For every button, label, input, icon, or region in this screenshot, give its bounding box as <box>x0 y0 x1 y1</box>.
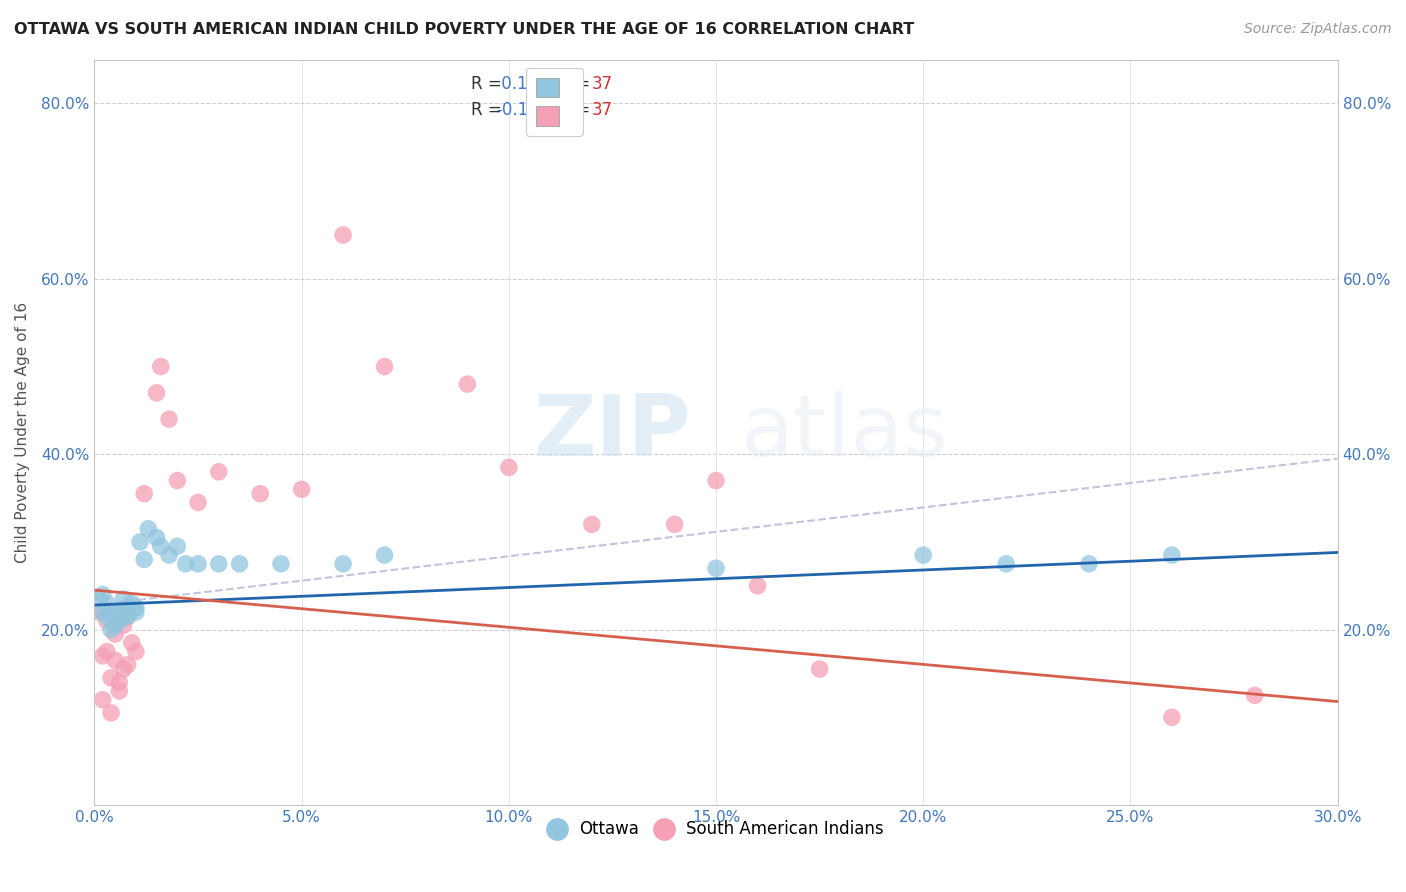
Point <box>456 377 478 392</box>
Text: 0.148: 0.148 <box>496 76 548 94</box>
Point <box>87 591 110 606</box>
Point <box>125 644 148 658</box>
Point <box>91 693 114 707</box>
Point <box>104 653 127 667</box>
Point <box>125 600 148 615</box>
Point <box>166 539 188 553</box>
Point <box>157 412 180 426</box>
Point <box>747 579 769 593</box>
Point <box>104 627 127 641</box>
Point <box>96 609 118 624</box>
Point <box>1243 689 1265 703</box>
Point <box>129 535 152 549</box>
Point <box>704 561 727 575</box>
Point <box>96 614 118 628</box>
Text: R =: R = <box>471 76 508 94</box>
Text: Source: ZipAtlas.com: Source: ZipAtlas.com <box>1244 22 1392 37</box>
Point <box>117 609 139 624</box>
Point <box>166 474 188 488</box>
Point <box>704 474 727 488</box>
Point <box>174 557 197 571</box>
Point <box>112 618 135 632</box>
Point <box>100 605 122 619</box>
Point <box>374 359 396 374</box>
Point <box>91 648 114 663</box>
Point <box>995 557 1018 571</box>
Point <box>228 557 250 571</box>
Point <box>91 605 114 619</box>
Point <box>96 644 118 658</box>
Point <box>138 522 160 536</box>
Point <box>374 548 396 562</box>
Point <box>208 465 231 479</box>
Point <box>332 227 354 242</box>
Point <box>581 517 603 532</box>
Point <box>808 662 831 676</box>
Point <box>121 636 143 650</box>
Point <box>91 588 114 602</box>
Point <box>498 460 520 475</box>
Point <box>117 600 139 615</box>
Text: ZIP: ZIP <box>533 391 692 474</box>
Point <box>100 671 122 685</box>
Point <box>149 539 172 553</box>
Text: R =: R = <box>471 101 508 119</box>
Point <box>249 486 271 500</box>
Point <box>87 605 110 619</box>
Point <box>104 618 127 632</box>
Point <box>104 609 127 624</box>
Text: atlas: atlas <box>741 391 949 474</box>
Point <box>108 684 131 698</box>
Point <box>187 557 209 571</box>
Point <box>121 596 143 610</box>
Point <box>208 557 231 571</box>
Point <box>117 657 139 672</box>
Point <box>100 706 122 720</box>
Text: 37: 37 <box>592 101 613 119</box>
Point <box>112 662 135 676</box>
Text: N =: N = <box>548 101 596 119</box>
Text: 37: 37 <box>592 76 613 94</box>
Legend: Ottawa, South American Indians: Ottawa, South American Indians <box>543 814 890 845</box>
Point <box>108 605 131 619</box>
Point <box>664 517 686 532</box>
Point <box>149 359 172 374</box>
Point <box>112 591 135 606</box>
Point <box>912 548 935 562</box>
Point <box>332 557 354 571</box>
Point <box>1160 548 1182 562</box>
Point <box>96 596 118 610</box>
Text: N =: N = <box>548 76 596 94</box>
Text: OTTAWA VS SOUTH AMERICAN INDIAN CHILD POVERTY UNDER THE AGE OF 16 CORRELATION CH: OTTAWA VS SOUTH AMERICAN INDIAN CHILD PO… <box>14 22 914 37</box>
Point <box>1160 710 1182 724</box>
Point <box>134 486 156 500</box>
Text: -0.113: -0.113 <box>496 101 550 119</box>
Point <box>145 531 167 545</box>
Point <box>108 614 131 628</box>
Point <box>100 623 122 637</box>
Point <box>291 483 314 497</box>
Point <box>1078 557 1101 571</box>
Point <box>134 552 156 566</box>
Point <box>112 609 135 624</box>
Point <box>270 557 292 571</box>
Point <box>145 385 167 400</box>
Point <box>125 605 148 619</box>
Point <box>108 675 131 690</box>
Point <box>157 548 180 562</box>
Y-axis label: Child Poverty Under the Age of 16: Child Poverty Under the Age of 16 <box>15 301 30 563</box>
Point <box>117 609 139 624</box>
Point <box>187 495 209 509</box>
